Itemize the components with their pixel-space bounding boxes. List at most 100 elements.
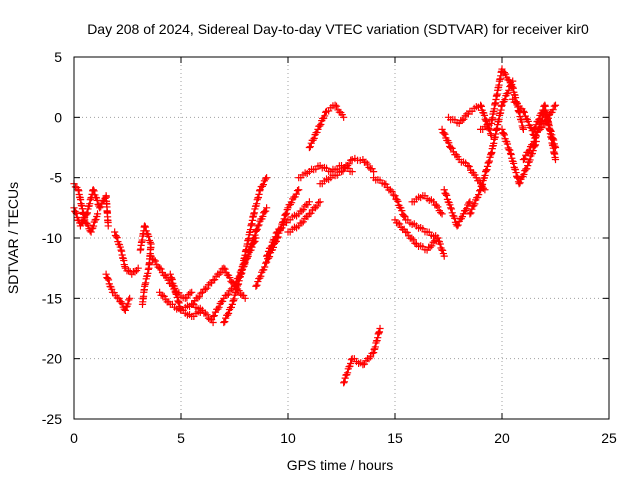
data-point: [551, 101, 560, 109]
data-point: [188, 288, 196, 296]
data-point: [113, 234, 121, 242]
data-point: [478, 180, 487, 188]
series-track-12: [237, 174, 271, 278]
data-point: [93, 210, 102, 218]
data-point: [439, 246, 447, 255]
data-point: [486, 126, 494, 134]
data-point: [310, 134, 318, 143]
data-point: [515, 180, 523, 188]
data-point: [118, 299, 126, 307]
data-point: [448, 144, 456, 152]
data-point: [175, 299, 183, 307]
data-point: [481, 171, 489, 180]
data-point: [168, 275, 176, 284]
data-point: [498, 101, 506, 109]
data-point: [438, 210, 446, 218]
data-point: [476, 187, 484, 195]
data-point: [260, 266, 268, 274]
data-point: [347, 356, 356, 364]
series-track-15: [284, 198, 324, 236]
data-point: [530, 125, 538, 133]
data-point: [93, 212, 101, 221]
data-point: [126, 294, 134, 302]
data-point: [173, 293, 181, 302]
data-point: [340, 113, 348, 121]
data-point: [84, 221, 92, 229]
data-point: [263, 252, 271, 260]
x-tick-labels: 0 5 10 15 20 25: [70, 430, 617, 446]
data-point: [471, 200, 479, 208]
data-point: [215, 303, 223, 311]
data-point: [526, 156, 534, 164]
data-point: [501, 95, 509, 104]
data-point: [475, 190, 483, 199]
data-point: [209, 312, 217, 321]
series-track-11: [220, 204, 271, 327]
data-point: [530, 137, 538, 146]
data-point: [391, 192, 399, 200]
data-point: [157, 265, 165, 273]
data-point: [466, 198, 474, 206]
series-track-5: [136, 222, 155, 308]
data-point: [97, 203, 105, 211]
y-tick-label: -15: [42, 290, 62, 306]
series-track-14: [263, 198, 313, 260]
data-point: [295, 186, 303, 194]
data-point: [453, 222, 461, 230]
data-point: [477, 101, 485, 109]
data-point: [507, 150, 515, 159]
data-point: [499, 129, 508, 138]
data-point: [292, 190, 300, 198]
data-point: [510, 159, 518, 168]
data-point: [485, 157, 494, 165]
data-point: [458, 213, 467, 221]
data-point: [234, 280, 243, 288]
series-track-2: [70, 180, 102, 236]
data-point: [224, 309, 233, 317]
data-point: [92, 215, 100, 224]
data-point: [209, 318, 217, 327]
x-tick-label: 15: [387, 430, 403, 446]
series-track-22: [340, 324, 384, 387]
data-point: [370, 168, 378, 176]
data-point: [524, 162, 532, 170]
data-point: [348, 155, 356, 164]
data-point: [172, 290, 181, 298]
data-point: [263, 258, 271, 266]
data-point: [531, 124, 539, 132]
data-point: [263, 251, 272, 259]
x-tick-label: 25: [601, 430, 617, 446]
data-point: [524, 117, 532, 125]
data-point: [102, 270, 110, 278]
data-point: [90, 187, 98, 195]
data-point: [549, 106, 557, 114]
series-track-19: [391, 216, 448, 260]
data-points: [70, 65, 560, 387]
data-point: [400, 212, 408, 220]
data-point: [347, 359, 355, 368]
y-tick-label: -10: [42, 230, 62, 246]
data-point: [498, 125, 506, 133]
data-point: [514, 174, 522, 182]
data-point: [551, 155, 560, 164]
data-point: [261, 263, 269, 271]
data-point: [321, 108, 330, 116]
y-tick-label: -25: [42, 411, 62, 427]
data-point: [436, 240, 444, 248]
data-point: [282, 210, 290, 218]
data-point: [221, 265, 229, 273]
y-tick-label: -20: [42, 351, 62, 367]
data-point: [397, 204, 405, 212]
data-point: [228, 300, 236, 308]
data-point: [121, 306, 129, 314]
data-point: [356, 156, 364, 165]
data-point: [257, 272, 265, 280]
x-tick-label: 20: [494, 430, 510, 446]
data-point: [474, 193, 482, 201]
series-track-24: [438, 125, 489, 194]
data-point: [124, 300, 132, 308]
data-point: [89, 222, 98, 230]
data-point: [506, 146, 514, 154]
data-point: [513, 173, 521, 181]
